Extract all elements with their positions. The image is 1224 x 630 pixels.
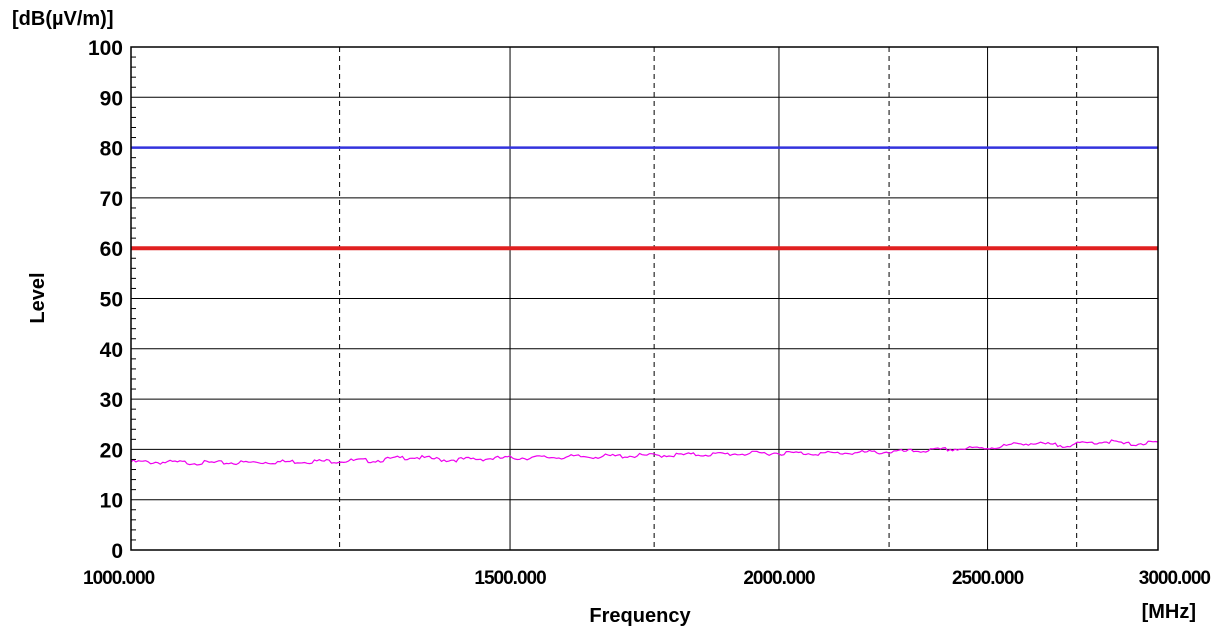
x-unit-label: [MHz]	[1142, 601, 1196, 623]
y-axis-title: Level	[27, 272, 49, 323]
grid	[130, 46, 1159, 551]
y-tick-label: 30	[100, 389, 123, 412]
series	[130, 146, 1159, 466]
y-tick-label: 90	[100, 87, 123, 110]
x-axis-title: Frequency	[589, 605, 691, 627]
y-tick-label: 80	[100, 138, 123, 161]
x-tick-label: 1500.000	[474, 568, 546, 589]
y-tick-label: 100	[88, 37, 123, 60]
measurement-trace	[130, 439, 1159, 466]
y-tick-label: 10	[100, 490, 123, 513]
y-tick-label: 20	[100, 439, 123, 462]
y-tick-label: 70	[100, 188, 123, 211]
y-unit-label: [dB(µV/m)]	[12, 8, 114, 30]
x-tick-label: 3000.000	[1139, 568, 1211, 589]
tick-labels: 0 10 20 30 40 50 60 70 80 90 100 1000.000 1500.000 20…	[83, 37, 1211, 589]
x-tick-label: 2000.000	[743, 568, 815, 589]
x-tick-label: 1000.000	[83, 568, 155, 589]
y-tick-label: 40	[100, 339, 123, 362]
plot-frame	[130, 46, 1159, 551]
y-tick-label: 0	[111, 540, 123, 563]
y-tick-label: 60	[100, 238, 123, 261]
y-tick-label: 50	[100, 289, 123, 312]
tick-marks	[131, 56, 136, 541]
x-tick-label: 2500.000	[952, 568, 1024, 589]
